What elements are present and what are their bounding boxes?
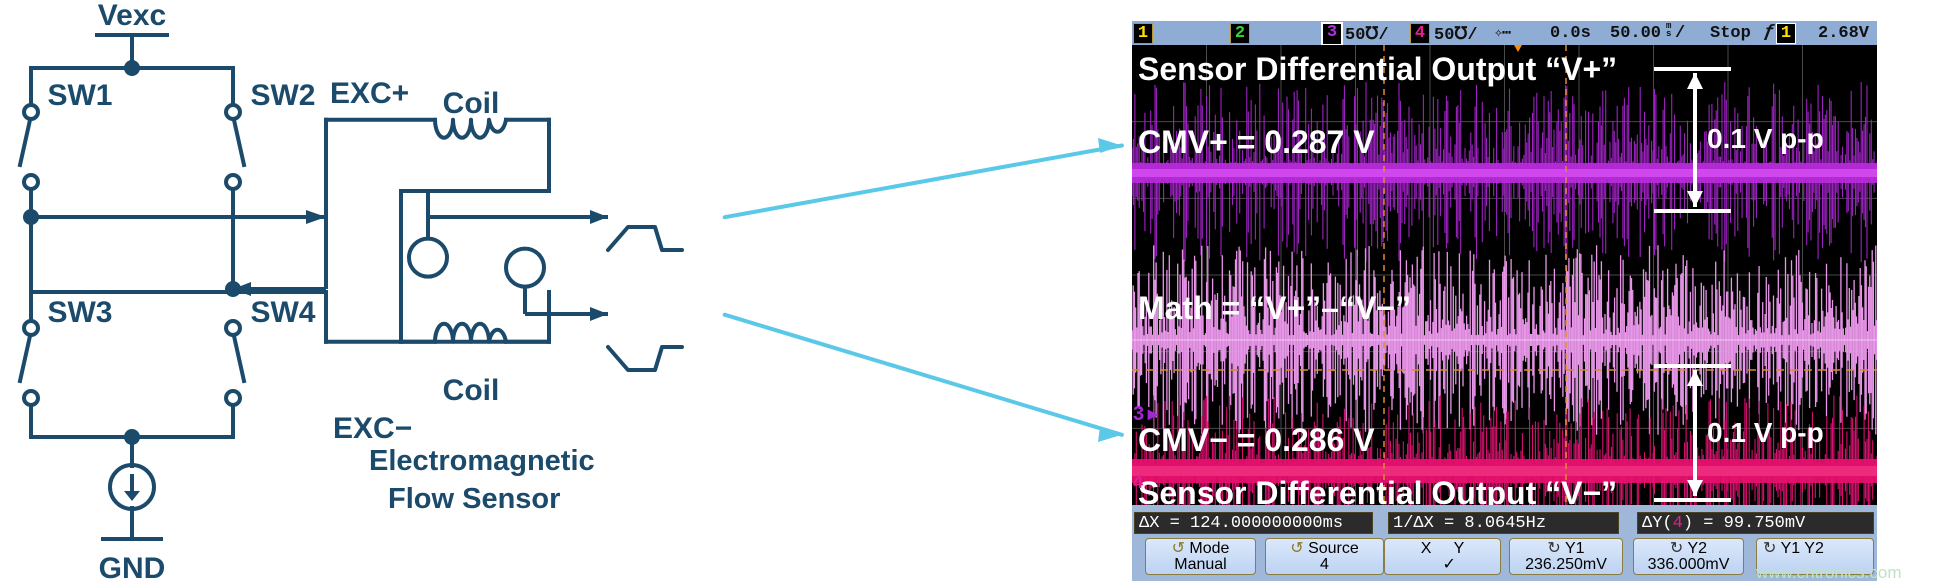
svg-text:Vexc: Vexc <box>98 0 166 32</box>
svg-text:Coil: Coil <box>443 374 500 407</box>
svg-text:EXC+: EXC+ <box>330 77 409 110</box>
svg-text:SW4: SW4 <box>250 296 315 329</box>
svg-text:Flow Sensor: Flow Sensor <box>388 483 560 515</box>
svg-text:SW3: SW3 <box>47 296 112 329</box>
svg-text:SW1: SW1 <box>47 79 112 112</box>
svg-text:EXC−: EXC− <box>333 412 412 445</box>
svg-text:Electromagnetic: Electromagnetic <box>369 445 595 477</box>
svg-text:SW2: SW2 <box>250 79 315 112</box>
svg-text:GND: GND <box>99 552 166 585</box>
svg-text:Coil: Coil <box>443 87 500 120</box>
